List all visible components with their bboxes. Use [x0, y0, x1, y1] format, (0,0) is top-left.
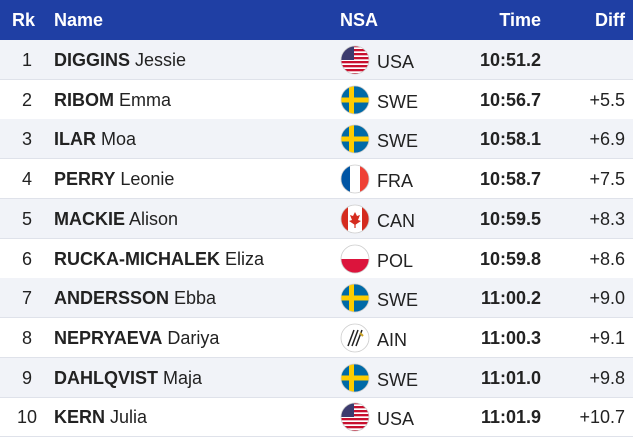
- nsa: SWE: [377, 369, 419, 390]
- last-name: DAHLQVIST: [54, 367, 159, 388]
- first-name: Maja: [163, 367, 203, 388]
- header-nsa: NSA: [340, 10, 379, 30]
- nsa: CAN: [377, 210, 416, 231]
- rank: 10: [16, 407, 38, 428]
- table-row: 10 KERN Julia USA 11:01.9 +10.7: [0, 397, 633, 437]
- flag: [340, 363, 370, 393]
- time: 11:01.9: [480, 407, 541, 428]
- athlete-name: ANDERSSON Ebba: [54, 288, 216, 308]
- time: 10:58.1: [479, 129, 541, 150]
- time: 11:01.0: [480, 367, 541, 388]
- nsa: POL: [377, 250, 414, 271]
- nsa: SWE: [377, 131, 419, 152]
- rank: 9: [21, 367, 32, 388]
- rank: 7: [21, 288, 32, 309]
- athlete-name: NEPRYAEVA Dariya: [54, 328, 219, 348]
- last-name: ANDERSSON: [54, 288, 170, 309]
- diff: +8.6: [589, 248, 625, 269]
- diff: +9.0: [589, 288, 625, 309]
- flag: [340, 244, 370, 274]
- first-name: Jessie: [135, 50, 187, 70]
- last-name: KERN: [54, 407, 106, 428]
- athlete-name: DAHLQVIST Maja: [54, 368, 202, 388]
- athlete-name: KERN Julia: [54, 407, 147, 427]
- rank: 3: [21, 129, 32, 150]
- nsa: USA: [377, 52, 415, 72]
- first-name: Dariya: [167, 327, 220, 348]
- rank: 1: [21, 50, 32, 70]
- nsa: SWE: [377, 91, 419, 112]
- diff: +9.1: [589, 327, 625, 348]
- flag: [340, 124, 370, 154]
- table-row: 9 DAHLQVIST Maja SWE 11:01.0 +9.8: [0, 357, 633, 398]
- last-name: NEPRYAEVA: [54, 327, 163, 348]
- flag: [340, 323, 370, 353]
- first-name: Ebba: [174, 288, 217, 309]
- time: 11:00.2: [480, 288, 541, 309]
- time: 10:58.7: [479, 169, 541, 190]
- table-row: 6 RUCKA-MICHALEK Eliza POL 10:59.8 +8.6: [0, 239, 633, 279]
- flag: [340, 85, 370, 115]
- table-row: 4 PERRY Leonie FRA 10:58.7 +7.5: [0, 159, 633, 200]
- flag: [340, 45, 370, 75]
- athlete-name: RIBOM Emma: [54, 90, 171, 110]
- table-row: 2 RIBOM Emma SWE 10:56.7 +5.5: [0, 80, 633, 120]
- flag: [340, 204, 370, 234]
- time: 10:51.2: [479, 50, 541, 70]
- time: 10:59.8: [479, 248, 541, 269]
- table-row: 5 MACKIE Alison CAN 10:59.5 +8.3: [0, 198, 633, 239]
- first-name: Alison: [129, 208, 179, 229]
- diff: +5.5: [589, 89, 625, 110]
- flag: [340, 402, 370, 432]
- last-name: ILAR: [54, 129, 96, 150]
- athlete-name: DIGGINS Jessie: [54, 50, 186, 70]
- athlete-name: PERRY Leonie: [54, 169, 174, 189]
- table-row: 3 ILAR Moa SWE 10:58.1 +6.9: [0, 119, 633, 160]
- last-name: RUCKA-MICHALEK: [54, 248, 220, 269]
- flag: [340, 164, 370, 194]
- athlete-name: ILAR Moa: [54, 129, 136, 149]
- time: 11:00.3: [480, 327, 541, 348]
- flag: [340, 283, 370, 313]
- last-name: PERRY: [54, 169, 116, 190]
- athlete-name: RUCKA-MICHALEK Eliza: [54, 249, 264, 269]
- table-row: 8 NEPRYAEVA Dariya AIN 11:00.3 +9.1: [0, 318, 633, 358]
- diff: +6.9: [589, 129, 625, 150]
- first-name: Leonie: [120, 169, 175, 190]
- rank: 5: [21, 208, 32, 229]
- first-name: Emma: [119, 89, 172, 110]
- nsa: AIN: [377, 329, 408, 350]
- nsa: FRA: [377, 171, 413, 192]
- table-row: 1 DIGGINS Jessie USA 10:51.2: [0, 40, 633, 80]
- table-row: 7 ANDERSSON Ebba SWE 11:00.2 +9.0: [0, 278, 633, 319]
- first-name: Eliza: [225, 248, 265, 269]
- time: 10:56.7: [479, 89, 541, 110]
- header-diff: Diff: [595, 10, 625, 30]
- diff: +10.7: [579, 407, 625, 428]
- last-name: MACKIE: [54, 208, 125, 229]
- diff: +8.3: [589, 208, 625, 229]
- first-name: Julia: [110, 407, 148, 428]
- last-name: RIBOM: [54, 89, 114, 110]
- athlete-name: MACKIE Alison: [54, 209, 178, 229]
- diff: +9.8: [589, 367, 625, 388]
- rank: 4: [21, 169, 32, 190]
- rank: 8: [21, 327, 32, 348]
- nsa: USA: [377, 409, 415, 430]
- header-name: Name: [54, 10, 104, 30]
- rank: 6: [21, 248, 32, 269]
- diff: +7.5: [589, 169, 625, 190]
- first-name: Moa: [101, 129, 137, 150]
- nsa: SWE: [377, 290, 419, 311]
- rank: 2: [21, 89, 32, 110]
- header-time: Time: [499, 10, 541, 30]
- table-header: Rk Name NSA Time Diff: [0, 0, 633, 40]
- header-rank: Rk: [12, 10, 36, 30]
- last-name: DIGGINS: [54, 50, 131, 70]
- time: 10:59.5: [479, 208, 541, 229]
